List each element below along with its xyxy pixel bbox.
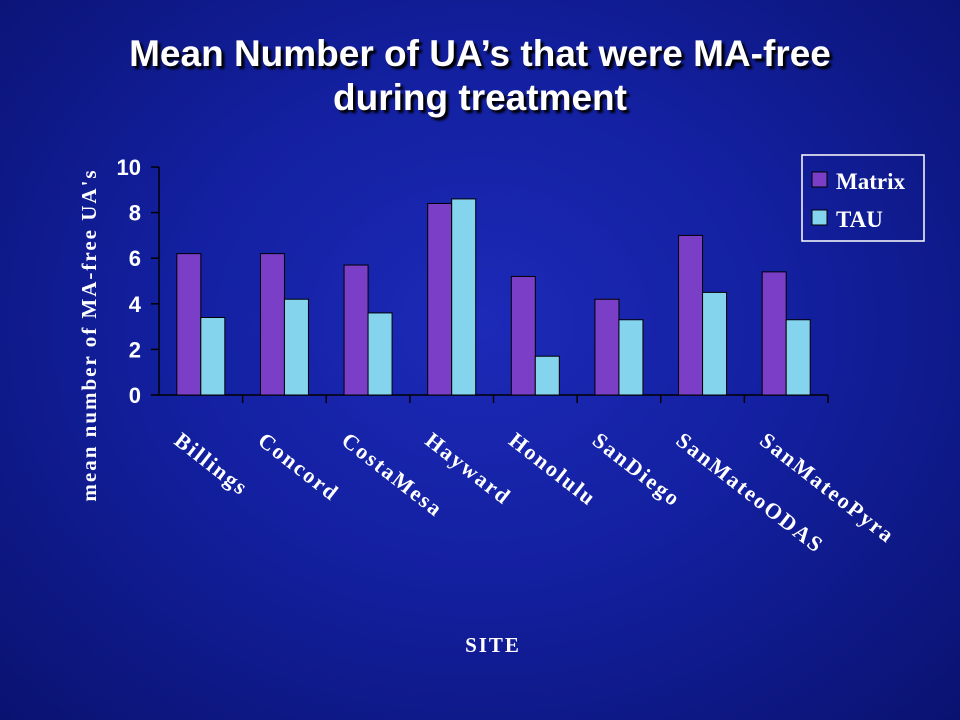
bar-matrix xyxy=(594,298,620,396)
bar-tau xyxy=(283,298,309,396)
x-category-label: SanDiego xyxy=(588,427,686,511)
y-tick-label: 2 xyxy=(129,337,141,362)
legend-label: TAU xyxy=(836,207,883,232)
bar-tau xyxy=(534,355,560,396)
legend-swatch xyxy=(811,209,828,226)
bar-matrix xyxy=(176,253,202,396)
y-tick-label: 10 xyxy=(117,155,141,180)
title-line-1: Mean Number of UA’s that were MA-free xyxy=(129,33,831,74)
bar-tau xyxy=(618,319,644,396)
bar-tau xyxy=(785,319,811,396)
legend: Matrix TAU xyxy=(801,154,925,242)
bar-tau xyxy=(451,198,477,396)
x-category-label: SanMateoODAS xyxy=(671,427,829,558)
y-axis-title: mean number of MA-free UA's xyxy=(77,168,101,501)
bar-matrix xyxy=(678,234,704,396)
y-tick-label: 6 xyxy=(129,246,141,271)
bar-matrix xyxy=(761,271,787,396)
legend-frame xyxy=(801,154,925,242)
x-category-label: SanMateoPyra xyxy=(755,427,900,548)
x-category-label: Honolulu xyxy=(504,427,601,511)
y-tick-label: 4 xyxy=(129,292,142,317)
slide-title: Mean Number of UA’s that were MA-free du… xyxy=(0,32,960,120)
legend-swatch xyxy=(811,171,828,188)
bar-matrix xyxy=(510,275,536,396)
title-line-2: during treatment xyxy=(333,77,627,118)
x-category-label: Billings xyxy=(170,427,254,500)
bar-matrix xyxy=(427,202,453,396)
bar-matrix xyxy=(259,253,285,396)
bar-tau xyxy=(200,316,226,396)
x-category-label: Concord xyxy=(253,427,344,506)
bar-matrix xyxy=(343,264,369,396)
legend-label: Matrix xyxy=(836,169,905,194)
bar-tau xyxy=(367,312,393,396)
y-tick-label: 8 xyxy=(129,201,141,226)
bar-tau xyxy=(702,291,728,396)
y-tick-label: 0 xyxy=(129,383,141,408)
x-axis-title: SITE xyxy=(465,633,521,657)
